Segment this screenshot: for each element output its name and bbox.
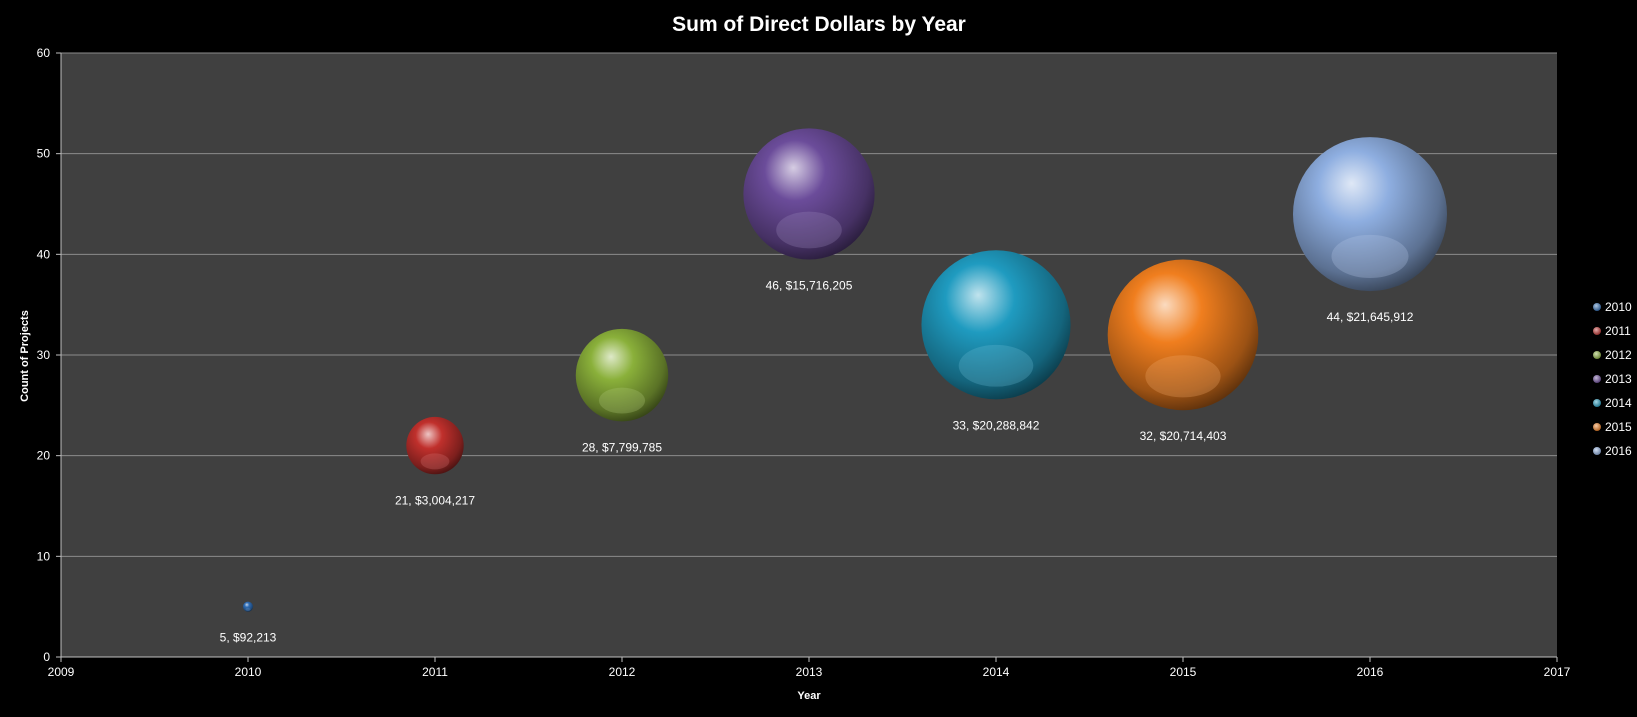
- x-axis-title: Year: [797, 690, 821, 702]
- y-tick-label: 40: [37, 247, 51, 261]
- data-label-2015: 32, $20,714,403: [1140, 429, 1227, 443]
- bubble-2010: [242, 601, 254, 612]
- x-tick-label: 2016: [1357, 665, 1384, 679]
- legend-marker-2014: [1593, 399, 1601, 407]
- y-tick-label: 60: [37, 46, 51, 60]
- legend-label-2013: 2013: [1605, 372, 1632, 386]
- legend-marker-2015: [1593, 423, 1601, 431]
- legend-marker-2012: [1593, 351, 1601, 359]
- bubble-2012-reflection: [598, 387, 646, 414]
- legend-label-2011: 2011: [1605, 324, 1631, 338]
- data-label-2010: 5, $92,213: [220, 631, 277, 645]
- x-tick-label: 2014: [983, 665, 1010, 679]
- y-axis-title: Count of Projects: [19, 310, 31, 402]
- data-labels: 5, $92,213 21, $3,004,217 28, $7,799,785 46…: [220, 279, 1414, 645]
- x-tick-label: 2010: [235, 665, 262, 679]
- bubbles: [242, 128, 1447, 612]
- bubble-2011: [406, 416, 464, 475]
- legend-marker-2016: [1593, 447, 1601, 455]
- x-tick-label: 2009: [48, 665, 75, 679]
- legend-label-2012: 2012: [1605, 348, 1632, 362]
- data-label-2011: 21, $3,004,217: [395, 493, 475, 507]
- y-tick-label: 10: [37, 549, 51, 563]
- bubble-2015-reflection: [1145, 355, 1221, 398]
- legend-label-2016: 2016: [1605, 444, 1632, 458]
- data-label-2016: 44, $21,645,912: [1327, 310, 1414, 324]
- data-label-2012: 28, $7,799,785: [582, 440, 662, 454]
- legend-marker-2010: [1593, 303, 1601, 311]
- bubble-2013-reflection: [776, 211, 842, 249]
- legend-label-2015: 2015: [1605, 420, 1632, 434]
- legend-marker-2013: [1593, 375, 1601, 383]
- data-label-2014: 33, $20,288,842: [953, 418, 1040, 432]
- chart-title: Sum of Direct Dollars by Year: [672, 13, 966, 36]
- bubble-2012: [575, 328, 669, 422]
- bubble-2010-reflection: [245, 608, 251, 611]
- x-tick-label: 2013: [796, 665, 823, 679]
- x-tick-label: 2017: [1544, 665, 1571, 679]
- x-tick-label: 2015: [1170, 665, 1197, 679]
- legend-marker-2011: [1593, 327, 1601, 335]
- y-tick-label: 20: [37, 449, 51, 463]
- bubble-2016: [1293, 137, 1447, 292]
- bubble-2014-reflection: [958, 344, 1034, 387]
- y-tick-label: 30: [37, 348, 51, 362]
- bubble-2015: [1107, 259, 1259, 411]
- bubble-2011-reflection: [420, 453, 450, 470]
- x-tick-label: 2011: [422, 665, 448, 679]
- y-tick-label: 50: [37, 147, 51, 161]
- x-tick-label: 2012: [609, 665, 636, 679]
- bubble-2013: [743, 128, 875, 260]
- legend-label-2014: 2014: [1605, 396, 1632, 410]
- data-label-2013: 46, $15,716,205: [766, 279, 853, 293]
- legend-label-2010: 2010: [1605, 300, 1632, 314]
- bubble-2016-reflection: [1331, 234, 1409, 278]
- legend: 2010 2011 2012 2013 2014 2015 2016: [1593, 300, 1632, 458]
- axes: 0 10 20 30 40 50 60 2009 2010 2011 2012 2013 2014 201…: [37, 46, 1571, 679]
- bubble-2014: [921, 250, 1071, 400]
- y-tick-label: 0: [43, 650, 50, 664]
